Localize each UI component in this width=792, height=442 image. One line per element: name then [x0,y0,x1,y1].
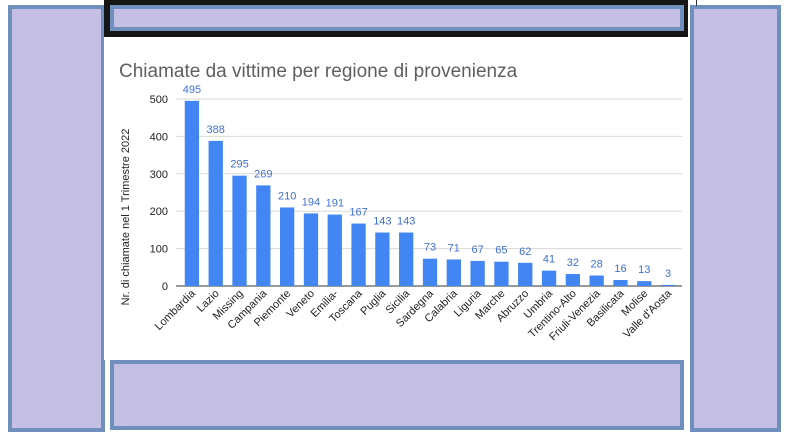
data-label: 388 [207,124,225,136]
bar [303,213,319,286]
bar [232,175,247,286]
chart-title: Chiamate da vittime per regione di prove… [119,61,518,82]
bar [470,260,485,286]
bar [375,232,390,286]
data-label: 41 [543,254,555,266]
bar [565,274,580,286]
data-label: 73 [424,242,436,254]
bar-chart: Chiamate da vittime per regione di prove… [119,61,682,343]
bar [613,280,628,286]
x-tick-label: Puglia [358,287,389,318]
data-label: 191 [326,198,344,210]
data-label: 210 [278,190,296,202]
bar [660,284,676,286]
data-label: 28 [591,259,603,271]
bar [208,140,223,286]
data-label: 269 [254,168,272,180]
y-tick-label: 300 [150,169,168,181]
bottom-overlay-panel [110,360,684,430]
x-tick-label: Lombardia [153,287,199,333]
y-tick-label: 0 [162,281,168,293]
bar [637,281,652,286]
left-overlay-panel [8,5,105,432]
bars [184,100,676,286]
bar [256,185,271,286]
bar [184,100,200,286]
bar [327,214,342,286]
data-label: 143 [373,216,391,228]
bar [280,207,295,286]
right-overlay-panel [690,5,781,432]
bar [494,261,509,286]
data-labels: 495 388 295 269 210 194 191 167 143 143 73 71 67 65 62… [183,84,671,280]
top-overlay-panel [110,5,684,31]
bar [422,258,438,286]
window-edge-mark [696,0,697,6]
data-label: 16 [614,263,626,275]
chart-card: Chiamate da vittime per regione di prove… [104,37,690,360]
bar [446,259,461,286]
bar [518,262,533,286]
data-label: 167 [349,207,367,219]
data-label: 67 [471,244,483,256]
grid-lines [176,98,682,287]
bar [399,232,414,286]
bar [541,270,557,286]
data-label: 143 [397,216,415,228]
data-label: 495 [183,84,201,96]
data-label: 13 [638,264,650,276]
bar [351,223,366,286]
y-tick-label: 500 [150,94,168,106]
y-tick-label: 400 [150,131,168,143]
data-label: 3 [665,268,671,280]
data-label: 65 [495,245,507,257]
data-label: 62 [519,246,531,258]
data-label: 194 [302,196,320,208]
y-tick-label: 200 [150,206,168,218]
data-label: 71 [448,242,460,254]
y-axis-label: Nr. di chiamate nel 1 Trimestre 2022 [120,129,132,306]
bar [589,275,604,286]
data-label: 295 [230,159,248,171]
data-label: 32 [567,257,579,269]
y-tick-label: 100 [150,244,168,256]
